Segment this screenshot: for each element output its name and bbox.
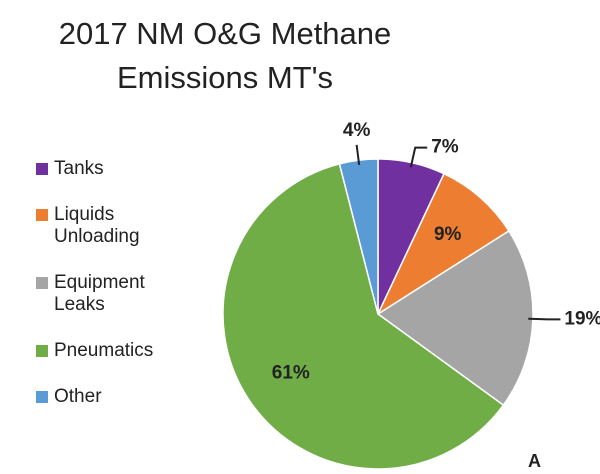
legend-item: Pneumatics <box>36 340 186 362</box>
data-label: 7% <box>431 137 459 158</box>
legend-label: Tanks <box>54 158 104 179</box>
leader-line <box>528 317 561 321</box>
chart-title: 2017 NM O&G Methane Emissions MT's <box>58 16 392 95</box>
legend-label: Other <box>54 386 102 407</box>
legend-label: Pneumatics <box>54 340 154 361</box>
legend-swatch <box>36 391 48 403</box>
legend-item: Liquids Unloading <box>36 204 186 248</box>
legend-label: Equipment Leaks <box>54 272 145 315</box>
leader-line <box>355 144 361 165</box>
legend-swatch <box>36 277 48 289</box>
legend-swatch <box>36 209 48 221</box>
data-label: 4% <box>343 120 371 141</box>
legend-label: Liquids Unloading <box>54 204 140 247</box>
legend: Tanks Liquids Unloading Equipment Leaks Pne… <box>36 158 186 432</box>
legend-swatch <box>36 345 48 357</box>
legend-item: Tanks <box>36 158 186 180</box>
annotation: A <box>528 451 541 471</box>
data-label: 9% <box>434 224 462 245</box>
legend-swatch <box>36 163 48 175</box>
data-label: 61% <box>272 362 310 383</box>
legend-item: Other <box>36 386 186 408</box>
leader-line <box>409 146 428 168</box>
legend-item: Equipment Leaks <box>36 272 186 316</box>
pie-slice <box>222 162 505 470</box>
pie-slice <box>376 172 510 317</box>
data-label: 19% <box>564 308 600 329</box>
